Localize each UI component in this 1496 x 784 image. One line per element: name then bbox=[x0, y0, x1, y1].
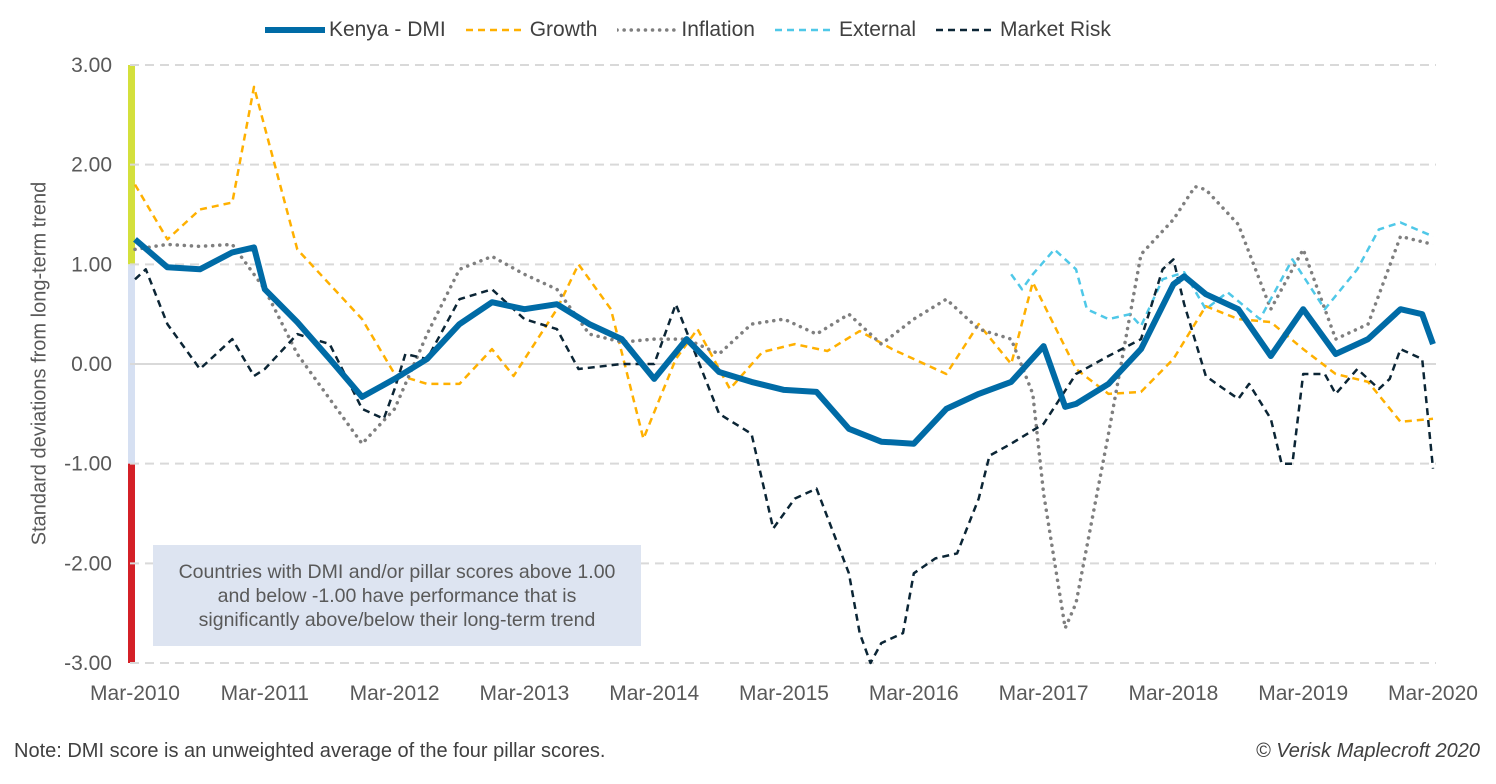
legend-item: External bbox=[774, 18, 916, 42]
legend-item: Market Risk bbox=[936, 18, 1111, 42]
series-line bbox=[1010, 221, 1434, 328]
legend-label: Growth bbox=[529, 18, 598, 41]
y-axis-title: Standard deviations from long-term trend bbox=[28, 181, 51, 546]
x-tick-label: Mar-2013 bbox=[479, 682, 569, 705]
legend-swatch bbox=[936, 28, 996, 32]
legend-swatch bbox=[265, 27, 325, 33]
footnote: Note: DMI score is an unweighted average… bbox=[14, 740, 606, 762]
annotation-text: Countries with DMI and/or pillar scores … bbox=[178, 560, 616, 631]
series-market-risk bbox=[134, 258, 1435, 665]
y-tick-label: -2.00 bbox=[64, 552, 112, 575]
legend: Kenya - DMI Growth Inflation External Market… bbox=[265, 18, 1131, 42]
annotation-box: Countries with DMI and/or pillar scores … bbox=[153, 545, 641, 646]
x-tick-label: Mar-2020 bbox=[1388, 682, 1478, 705]
legend-swatch bbox=[465, 28, 526, 32]
series-line bbox=[133, 184, 1435, 630]
series-external bbox=[1010, 221, 1434, 328]
legend-label: Kenya - DMI bbox=[329, 18, 446, 41]
x-tick-label: Mar-2014 bbox=[609, 682, 699, 705]
y-tick-label: 2.00 bbox=[71, 154, 112, 177]
x-tick-label: Mar-2019 bbox=[1258, 682, 1348, 705]
x-tick-label: Mar-2011 bbox=[221, 682, 309, 705]
series-growth bbox=[133, 85, 1434, 441]
legend-item: Growth bbox=[465, 18, 598, 42]
x-tick-label: Mar-2010 bbox=[90, 682, 180, 705]
y-tick-label: 3.00 bbox=[71, 54, 112, 77]
series-line bbox=[133, 237, 1436, 447]
y-tick-label: -3.00 bbox=[64, 652, 112, 675]
legend-item: Inflation bbox=[617, 18, 755, 42]
y-tick-label: 1.00 bbox=[71, 253, 112, 276]
x-tick-label: Mar-2015 bbox=[739, 682, 829, 705]
x-tick-label: Mar-2012 bbox=[350, 682, 440, 705]
y-tick-label: -1.00 bbox=[64, 453, 112, 476]
series-kenya-dmi bbox=[133, 237, 1436, 447]
legend-label: Inflation bbox=[681, 18, 755, 41]
series-line bbox=[133, 85, 1434, 441]
legend-label: External bbox=[838, 18, 916, 41]
legend-swatch bbox=[617, 28, 678, 32]
x-tick-label: Mar-2018 bbox=[1128, 682, 1218, 705]
legend-label: Market Risk bbox=[1000, 18, 1111, 41]
x-tick-label: Mar-2017 bbox=[999, 682, 1089, 705]
x-tick-label: Mar-2016 bbox=[869, 682, 959, 705]
copyright: © Verisk Maplecroft 2020 bbox=[1255, 740, 1480, 762]
legend-swatch bbox=[774, 28, 835, 32]
legend-item: Kenya - DMI bbox=[265, 18, 446, 42]
y-tick-label: 0.00 bbox=[71, 353, 112, 376]
